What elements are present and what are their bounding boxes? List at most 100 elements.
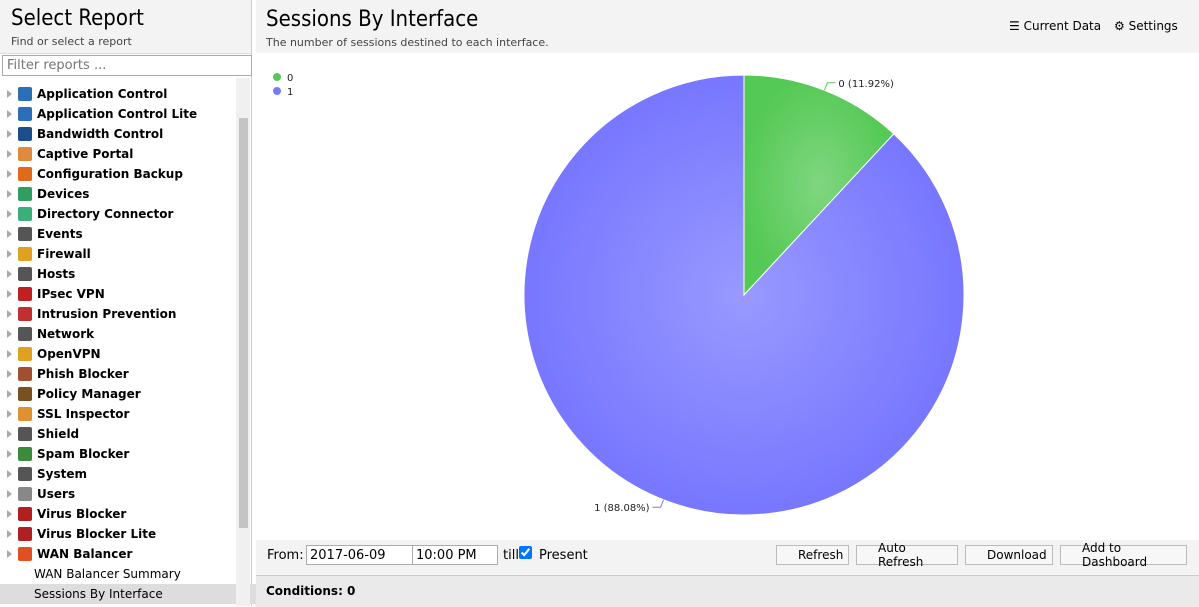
expand-arrow [7,370,12,378]
report-category[interactable]: Directory Connector [0,204,236,224]
expand-arrow [7,190,12,198]
report-category[interactable]: IPsec VPN [0,284,236,304]
category-label: System [37,467,87,481]
expand-arrow [7,210,12,218]
expand-arrow [7,290,12,298]
item-label: WAN Balancer Summary [34,567,181,581]
toolbar-button[interactable]: Add to Dashboard [1060,541,1187,569]
expand-arrow [7,470,12,478]
category-icon [18,107,32,121]
category-icon [18,287,32,301]
report-category[interactable]: Application Control Lite [0,104,236,124]
report-category[interactable]: Virus Blocker Lite [0,524,236,544]
report-category[interactable]: SSL Inspector [0,404,236,424]
report-category[interactable]: Captive Portal [0,144,236,164]
category-label: Firewall [37,247,91,261]
action-label: Settings [1128,19,1178,33]
report-category[interactable]: Shield [0,424,236,444]
toolbar-button[interactable]: Download [965,545,1053,565]
sidebar-title: Select Report [11,6,144,31]
category-label: Network [37,327,95,341]
expand-arrow [7,410,12,418]
category-label: Spam Blocker [37,447,130,461]
expand-arrow [7,530,12,538]
button-label: Refresh [798,548,844,562]
category-label: Captive Portal [37,147,134,161]
report-category[interactable]: Events [0,224,236,244]
report-category[interactable]: Phish Blocker [0,364,236,384]
category-label: Intrusion Prevention [37,307,177,321]
scroll-thumb[interactable] [239,118,248,528]
report-category[interactable]: Firewall [0,244,236,264]
toolbar-button[interactable]: Refresh [776,545,849,565]
report-category[interactable]: Configuration Backup [0,164,236,184]
category-label: Directory Connector [37,207,174,221]
report-category[interactable]: Virus Blocker [0,504,236,524]
expand-arrow [7,390,12,398]
leader-line [824,82,836,91]
settings-button[interactable]: ⚙ Settings [1114,19,1178,33]
legend-marker[interactable] [273,87,281,95]
item-label: Sessions By Interface [34,587,163,601]
slice-shade [524,75,964,515]
category-icon [18,147,32,161]
report-category[interactable]: Users [0,484,236,504]
category-label: Hosts [37,267,76,281]
report-category[interactable]: Network [0,324,236,344]
category-label: Application Control Lite [37,107,198,121]
category-label: Users [37,487,76,501]
category-label: Shield [37,427,80,441]
report-item[interactable]: WAN Balancer Summary [0,564,270,584]
leader-line [652,499,664,508]
report-category[interactable]: Intrusion Prevention [0,304,236,324]
report-category[interactable]: WAN Balancer [0,544,236,564]
time-input[interactable] [412,545,498,565]
category-label: SSL Inspector [37,407,130,421]
category-label: Application Control [37,87,168,101]
report-category[interactable]: Hosts [0,264,236,284]
category-icon [18,347,32,361]
expand-arrow [7,90,12,98]
category-label: Configuration Backup [37,167,183,181]
legend-label[interactable]: 0 [287,73,293,84]
category-icon [18,407,32,421]
category-label: Bandwidth Control [37,127,164,141]
category-icon [18,127,32,141]
category-icon [18,507,32,521]
report-category[interactable]: Devices [0,184,236,204]
expand-arrow [7,550,12,558]
conditions-bar[interactable]: Conditions: 0 [256,575,1199,607]
legend-label[interactable]: 1 [287,87,293,98]
expand-arrow [7,310,12,318]
category-icon [18,427,32,441]
category-icon [18,247,32,261]
conditions-label: Conditions: 0 [266,584,356,598]
report-category[interactable]: Application Control [0,84,236,104]
toolbar-button[interactable]: Auto Refresh [856,541,958,569]
report-item[interactable]: Sessions By Interface [0,584,270,604]
expand-arrow [7,110,12,118]
category-icon [18,87,32,101]
filter-input[interactable] [2,55,252,76]
present-checkbox[interactable] [519,546,532,559]
expand-arrow [7,450,12,458]
report-category[interactable]: OpenVPN [0,344,236,364]
present-label: Present [539,548,588,563]
report-category[interactable]: Bandwidth Control [0,124,236,144]
category-icon [18,227,32,241]
category-icon [18,547,32,561]
sidebar: Select Report Find or select a report Ap… [0,0,270,606]
category-label: IPsec VPN [37,287,105,301]
legend-marker[interactable] [273,73,281,81]
report-category[interactable]: System [0,464,236,484]
report-header [256,0,1199,53]
category-label: Virus Blocker [37,507,127,521]
report-category[interactable]: Spam Blocker [0,444,236,464]
current-data-button[interactable]: ☰ Current Data [1009,19,1102,33]
report-category[interactable]: Policy Manager [0,384,236,404]
expand-arrow [7,170,12,178]
category-icon [18,327,32,341]
main-panel: Sessions By Interface The number of sess… [256,0,1199,607]
date-input[interactable] [306,545,414,565]
